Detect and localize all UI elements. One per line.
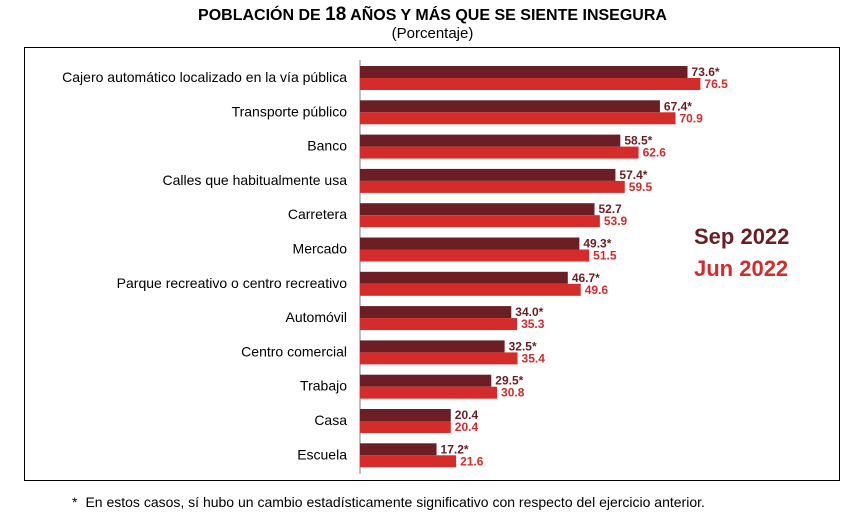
- category-label: Trabajo: [300, 378, 347, 394]
- data-label-jun-2022: 62.6: [643, 146, 667, 160]
- data-label-jun-2022: 70.9: [680, 111, 704, 125]
- legend-sep-2022: Sep 2022: [694, 224, 790, 249]
- chart-frame: [24, 47, 840, 481]
- title-suffix: AÑOS Y MÁS QUE SE SIENTE INSEGURA: [346, 7, 667, 24]
- data-label-jun-2022: 21.6: [460, 454, 484, 468]
- bar-sep-2022: [360, 134, 621, 147]
- bar-sep-2022: [360, 203, 595, 216]
- bar-sep-2022: [360, 443, 437, 456]
- bar-jun-2022: [360, 455, 457, 468]
- category-label: Cajero automático localizado en la vía p…: [62, 69, 347, 85]
- category-label: Carretera: [288, 206, 347, 222]
- bar-jun-2022: [360, 180, 625, 193]
- bar-sep-2022: [360, 100, 660, 113]
- data-label-sep-2022: 46.7*: [572, 271, 600, 285]
- data-label-sep-2022: 58.5*: [624, 134, 652, 148]
- data-label-sep-2022: 73.6*: [692, 65, 720, 79]
- data-label-sep-2022: 67.4*: [664, 99, 692, 113]
- data-label-sep-2022: 20.4: [455, 408, 479, 422]
- category-label: Transporte público: [232, 103, 348, 119]
- category-label: Parque recreativo o centro recreativo: [117, 275, 348, 291]
- footnote-symbol: *: [72, 494, 78, 510]
- category-label: Escuela: [297, 446, 347, 462]
- data-label-sep-2022: 57.4*: [619, 168, 647, 182]
- data-label-jun-2022: 49.6: [585, 283, 609, 297]
- bar-sep-2022: [360, 271, 568, 284]
- data-label-jun-2022: 51.5: [593, 249, 617, 263]
- footnote-text: En estos casos, sí hubo un cambio estadí…: [85, 494, 705, 510]
- category-label: Banco: [307, 138, 347, 154]
- category-label: Calles que habitualmente usa: [163, 172, 348, 188]
- data-label-sep-2022: 52.7: [599, 202, 623, 216]
- bar-jun-2022: [360, 318, 518, 331]
- category-label: Casa: [314, 412, 347, 428]
- bar-jun-2022: [360, 146, 639, 159]
- data-label-jun-2022: 53.9: [604, 214, 628, 228]
- title-prefix: POBLACIÓN DE: [198, 7, 326, 24]
- footnote: * En estos casos, sí hubo un cambio estad…: [72, 494, 705, 510]
- bar-jun-2022: [360, 112, 676, 125]
- chart-subtitle: (Porcentaje): [391, 25, 474, 42]
- bar-sep-2022: [360, 306, 512, 319]
- bar-jun-2022: [360, 215, 600, 228]
- chart-title: POBLACIÓN DE 18 AÑOS Y MÁS QUE SE SIENTE…: [0, 4, 865, 26]
- bar-sep-2022: [360, 340, 505, 353]
- bar-jun-2022: [360, 352, 518, 365]
- data-label-jun-2022: 59.5: [629, 180, 653, 194]
- bar-jun-2022: [360, 421, 451, 433]
- legend-jun-2022: Jun 2022: [694, 256, 789, 281]
- bar-sep-2022: [360, 409, 451, 421]
- data-label-jun-2022: 76.5: [704, 77, 728, 91]
- data-label-jun-2022: 35.4: [522, 351, 546, 365]
- data-label-sep-2022: 29.5*: [495, 374, 523, 388]
- data-label-sep-2022: 49.3*: [583, 237, 611, 251]
- bar-sep-2022: [360, 66, 688, 78]
- data-label-sep-2022: 32.5*: [509, 339, 537, 353]
- category-label: Mercado: [293, 241, 348, 257]
- bar-sep-2022: [360, 237, 580, 250]
- category-label: Centro comercial: [241, 343, 347, 359]
- data-label-jun-2022: 30.8: [501, 386, 525, 400]
- bar-jun-2022: [360, 78, 701, 90]
- data-label-jun-2022: 20.4: [455, 420, 479, 434]
- bar-sep-2022: [360, 374, 492, 387]
- bar-sep-2022: [360, 168, 616, 181]
- bar-jun-2022: [360, 283, 581, 296]
- title-number: 18: [325, 4, 347, 25]
- category-label: Automóvil: [286, 309, 347, 325]
- data-label-jun-2022: 35.3: [521, 317, 545, 331]
- data-label-sep-2022: 17.2*: [441, 442, 469, 456]
- data-label-sep-2022: 34.0*: [515, 305, 543, 319]
- bar-jun-2022: [360, 249, 590, 262]
- bar-jun-2022: [360, 386, 498, 399]
